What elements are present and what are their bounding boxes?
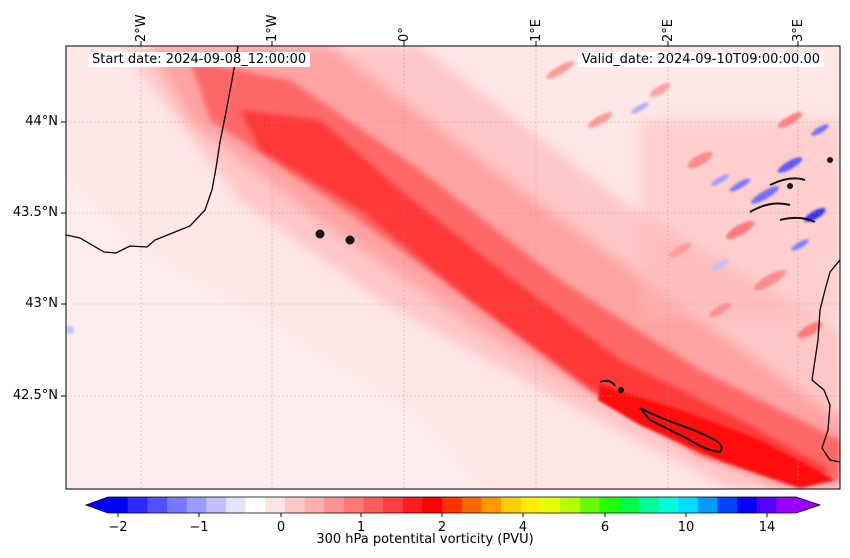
colorbar-segment bbox=[776, 497, 797, 513]
colorbar-segment bbox=[383, 497, 404, 513]
cb-tick-4: 2 bbox=[437, 520, 447, 535]
valid-date-label: Valid_date: 2024-09-10T09:00:00.00 bbox=[577, 52, 824, 67]
colorbar-segment bbox=[304, 497, 325, 513]
lon-label-1e: 1°E bbox=[529, 19, 544, 42]
cb-tick-8: 14 bbox=[758, 520, 776, 535]
colorbar-segment bbox=[520, 497, 541, 513]
cb-tick-6: 6 bbox=[600, 520, 610, 535]
colorbar-segment bbox=[560, 497, 581, 513]
colorbar-segment bbox=[206, 497, 227, 513]
colorbar-segment bbox=[697, 497, 718, 513]
cb-tick-5: 4 bbox=[518, 520, 528, 535]
coastline bbox=[66, 46, 840, 463]
lon-label-2w: 2°W bbox=[134, 14, 149, 42]
cb-tick-7: 10 bbox=[677, 520, 695, 535]
colorbar-segment bbox=[284, 497, 306, 513]
colorbar-segment bbox=[363, 497, 384, 513]
terrain-features bbox=[315, 157, 833, 393]
lat-label-44n: 44°N bbox=[25, 114, 58, 129]
gridlines bbox=[66, 46, 840, 489]
colorbar-segment bbox=[579, 497, 600, 513]
colorbar-segment bbox=[717, 497, 738, 513]
colorbar-segment bbox=[599, 497, 620, 513]
colorbar-segment bbox=[402, 497, 424, 513]
colorbar-segment bbox=[756, 497, 777, 513]
colorbar-segment bbox=[540, 497, 561, 513]
colorbar-segment bbox=[225, 497, 247, 513]
pv-band-intense bbox=[240, 110, 830, 486]
pv-field bbox=[66, 46, 840, 489]
start-date-label: Start date: 2024-09-08_12:00:00 bbox=[88, 52, 311, 67]
lon-label-0: 0° bbox=[397, 27, 412, 42]
colorbar-segment bbox=[638, 497, 659, 513]
colorbar-outline bbox=[84, 496, 822, 514]
colorbar-segment bbox=[147, 497, 168, 513]
colorbar-segment bbox=[481, 497, 502, 513]
pv-peak bbox=[598, 385, 835, 488]
colorbar bbox=[84, 496, 822, 517]
cb-tick-3: 1 bbox=[356, 520, 366, 535]
cb-tick-1: −1 bbox=[189, 520, 209, 535]
colorbar-segment bbox=[422, 497, 443, 513]
colorbar-extend-max bbox=[796, 497, 820, 513]
colorbar-extend-min bbox=[86, 497, 108, 513]
colorbar-segment bbox=[343, 497, 365, 513]
colorbar-segment bbox=[658, 497, 679, 513]
colorbar-segment bbox=[186, 497, 207, 513]
lat-label-43n: 43°N bbox=[25, 296, 58, 311]
lon-label-2e: 2°E bbox=[661, 19, 676, 42]
colorbar-segment bbox=[324, 497, 345, 513]
cb-tick-2: 0 bbox=[276, 520, 286, 535]
colorbar-segment bbox=[461, 497, 482, 513]
colorbar-segment bbox=[108, 497, 129, 513]
colorbar-segment bbox=[265, 497, 286, 513]
colorbar-segment bbox=[245, 497, 266, 513]
colorbar-segment bbox=[127, 497, 148, 513]
lat-label-42-5n: 42.5°N bbox=[12, 388, 58, 403]
colorbar-segment bbox=[619, 497, 640, 513]
cb-tick-0: −2 bbox=[108, 520, 128, 535]
colorbar-segment bbox=[678, 497, 699, 513]
lon-label-1w: 1°W bbox=[265, 14, 280, 42]
pv-noise bbox=[546, 61, 823, 339]
lon-label-3e: 3°E bbox=[791, 19, 806, 42]
plot-frame bbox=[65, 45, 841, 490]
colorbar-segment bbox=[737, 497, 758, 513]
pv-negative bbox=[66, 102, 829, 334]
colorbar-segment bbox=[166, 497, 188, 513]
colorbar-segment bbox=[501, 497, 522, 513]
lat-label-43-5n: 43.5°N bbox=[12, 205, 58, 220]
colorbar-label: 300 hPa potentital vorticity (PVU) bbox=[316, 532, 534, 547]
terrain-contours bbox=[599, 177, 816, 454]
colorbar-segment bbox=[442, 497, 463, 513]
axis-ticks bbox=[61, 41, 799, 397]
